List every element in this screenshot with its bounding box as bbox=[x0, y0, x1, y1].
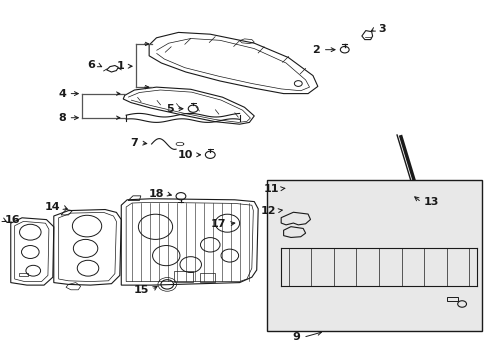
Text: 3: 3 bbox=[377, 24, 385, 34]
Text: 18: 18 bbox=[148, 189, 163, 199]
Bar bbox=[19, 273, 28, 276]
Text: 11: 11 bbox=[263, 184, 279, 194]
Bar bbox=[200, 273, 215, 282]
Text: 15: 15 bbox=[134, 285, 149, 295]
Text: 5: 5 bbox=[165, 104, 173, 114]
Text: 13: 13 bbox=[423, 197, 438, 207]
Text: 10: 10 bbox=[178, 150, 193, 160]
Text: 1: 1 bbox=[117, 61, 124, 71]
Bar bbox=[266, 180, 481, 331]
Text: 14: 14 bbox=[44, 202, 60, 212]
Text: 6: 6 bbox=[87, 60, 95, 70]
Text: 8: 8 bbox=[58, 113, 66, 123]
Bar bbox=[447, 297, 457, 301]
Text: 2: 2 bbox=[312, 45, 320, 55]
Text: 7: 7 bbox=[130, 138, 138, 148]
Text: 12: 12 bbox=[260, 206, 276, 216]
Bar bbox=[173, 271, 193, 282]
Text: 16: 16 bbox=[5, 215, 20, 225]
Text: 17: 17 bbox=[210, 219, 226, 229]
Text: 9: 9 bbox=[292, 332, 300, 342]
Text: 4: 4 bbox=[58, 89, 66, 99]
